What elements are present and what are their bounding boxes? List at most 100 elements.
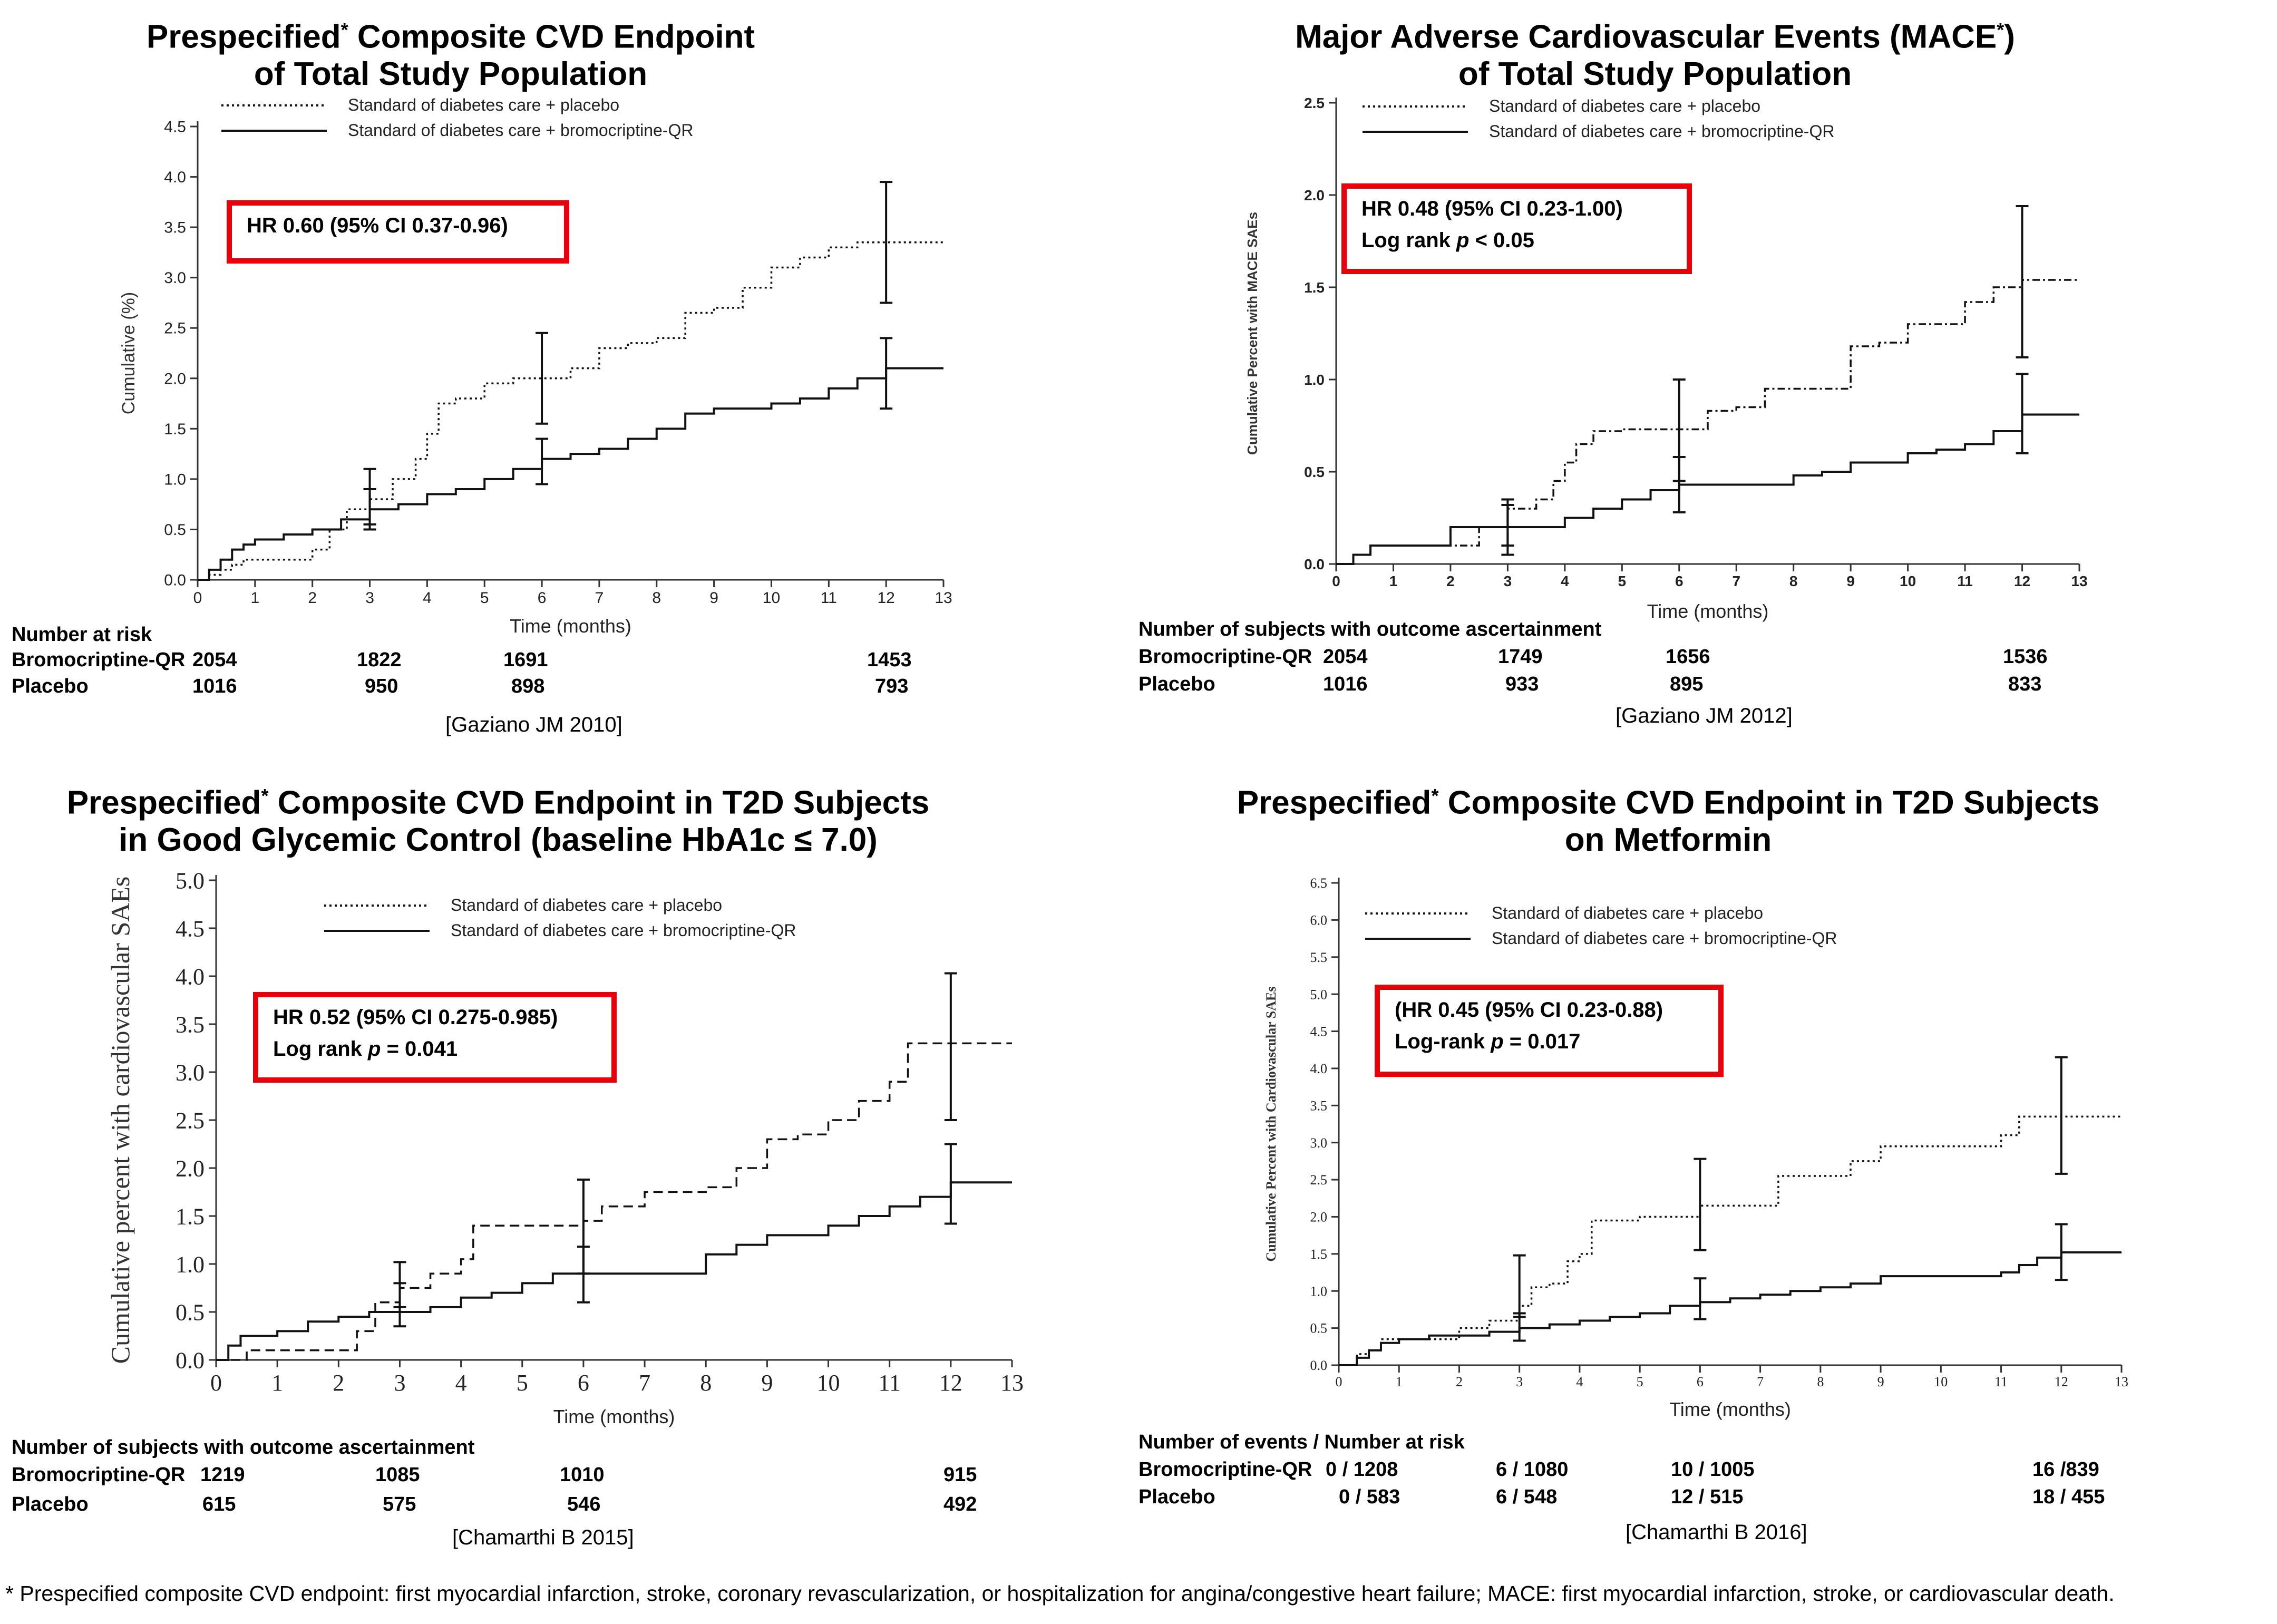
risk-value: 546 <box>567 1493 601 1515</box>
y-tick-label: 2.0 <box>1310 1210 1328 1225</box>
x-tick-label: 1 <box>271 1370 283 1396</box>
x-tick-label: 2 <box>308 589 317 607</box>
log-rank-text: Log rank p < 0.05 <box>1361 229 1534 252</box>
x-tick-label: 11 <box>879 1370 901 1396</box>
risk-label-bromo-3: Bromocriptine-QR <box>12 1464 186 1486</box>
x-tick-label: 3 <box>1504 573 1512 589</box>
x-tick-label: 8 <box>1817 1374 1824 1389</box>
y-tick-label: 3.0 <box>1310 1135 1328 1151</box>
x-axis-label: Time (months) <box>1647 600 1769 622</box>
y-tick-label: 1.0 <box>1310 1283 1328 1299</box>
x-tick-label: 5 <box>517 1370 528 1396</box>
y-tick-label: 0.0 <box>1310 1358 1328 1373</box>
x-tick-label: 5 <box>1618 573 1627 589</box>
hazard-ratio-text: HR 0.48 (95% CI 0.23-1.00) <box>1361 197 1623 220</box>
risk-label-placebo-1: Placebo <box>12 675 89 697</box>
hazard-ratio-box-1: HR 0.60 (95% CI 0.37-0.96) <box>227 200 569 264</box>
risk-header-4: Number of events / Number at risk <box>1138 1431 1465 1453</box>
risk-value: 933 <box>1505 673 1539 695</box>
y-tick-label: 3.0 <box>164 269 186 287</box>
legend-placebo-label: Standard of diabetes care + placebo <box>1492 903 1763 922</box>
risk-header-3: Number of subjects with outcome ascertai… <box>12 1436 475 1458</box>
x-tick-label: 6 <box>538 589 547 607</box>
y-tick-label: 0.0 <box>176 1347 205 1373</box>
x-tick-label: 10 <box>1900 573 1916 589</box>
x-axis-label: Time (months) <box>553 1406 675 1427</box>
legend-placebo-label: Standard of diabetes care + placebo <box>348 95 619 114</box>
risk-value: 18 / 455 <box>2032 1486 2105 1508</box>
risk-value: 833 <box>2008 673 2042 695</box>
reference-2: [Gaziano JM 2012] <box>1616 704 1793 727</box>
risk-value: 895 <box>1670 673 1704 695</box>
risk-header-2: Number of subjects with outcome ascertai… <box>1138 618 1602 640</box>
y-axis-label: Cumulative (%) <box>119 292 139 414</box>
y-tick-label: 6.0 <box>1310 912 1328 928</box>
y-tick-label: 0.5 <box>176 1299 205 1325</box>
footnote: * Prespecified composite CVD endpoint: f… <box>5 1581 2115 1606</box>
x-tick-label: 0 <box>193 589 202 607</box>
risk-value: 1749 <box>1498 646 1543 668</box>
x-axis-label: Time (months) <box>510 615 631 637</box>
y-tick-label: 6.5 <box>1310 876 1328 891</box>
x-tick-label: 6 <box>1697 1374 1704 1389</box>
log-rank-text: Log rank p = 0.041 <box>273 1037 458 1061</box>
x-tick-label: 2 <box>1456 1374 1463 1389</box>
y-axis-label: Cumulative percent with cardiovascular S… <box>105 877 135 1364</box>
y-tick-label: 0.0 <box>164 572 186 589</box>
y-tick-label: 1.5 <box>1304 279 1325 296</box>
panel-4-title: Prespecified* Composite CVD Endpoint in … <box>1237 784 2100 858</box>
legend-bromocriptine-label: Standard of diabetes care + bromocriptin… <box>1492 929 1837 948</box>
risk-value: 0 / 583 <box>1339 1486 1400 1508</box>
x-tick-label: 11 <box>1994 1374 2008 1389</box>
x-tick-label: 11 <box>1957 573 1973 589</box>
x-tick-label: 13 <box>1000 1370 1024 1396</box>
y-tick-label: 2.5 <box>176 1107 205 1133</box>
x-tick-label: 12 <box>939 1370 962 1396</box>
x-tick-label: 5 <box>480 589 489 607</box>
risk-value: 1536 <box>2003 646 2048 668</box>
y-tick-label: 0.5 <box>1304 464 1325 480</box>
bromocriptine-series-line <box>1336 413 2079 565</box>
y-tick-label: 5.5 <box>1310 950 1328 965</box>
risk-value: 16 /839 <box>2032 1458 2099 1481</box>
risk-value: 12 / 515 <box>1671 1486 1744 1508</box>
risk-value: 575 <box>383 1493 416 1515</box>
x-tick-label: 3 <box>365 589 374 607</box>
x-tick-label: 11 <box>821 589 837 607</box>
placebo-series-line <box>1339 1115 2122 1366</box>
y-tick-label: 5.0 <box>1310 987 1328 1002</box>
legend-bromocriptine-label: Standard of diabetes care + bromocriptin… <box>451 921 796 940</box>
y-tick-label: 1.5 <box>1310 1247 1328 1262</box>
y-tick-label: 4.0 <box>1310 1061 1328 1076</box>
y-tick-label: 4.5 <box>176 916 205 941</box>
risk-value: 492 <box>943 1493 977 1515</box>
y-tick-label: 5.0 <box>176 868 205 893</box>
x-tick-label: 12 <box>2055 1374 2068 1389</box>
x-tick-label: 9 <box>761 1370 773 1396</box>
risk-value: 950 <box>365 675 398 697</box>
x-tick-label: 12 <box>877 589 894 607</box>
x-tick-label: 8 <box>1789 573 1798 589</box>
x-tick-label: 1 <box>251 589 260 607</box>
placebo-series-line <box>198 241 943 581</box>
risk-value: 6 / 1080 <box>1496 1458 1569 1481</box>
x-tick-label: 2 <box>333 1370 344 1396</box>
x-axis-label: Time (months) <box>1669 1398 1791 1420</box>
risk-value: 2054 <box>192 649 237 671</box>
x-tick-label: 4 <box>455 1370 467 1396</box>
risk-value: 793 <box>875 675 909 697</box>
y-tick-label: 2.5 <box>164 320 186 337</box>
hazard-ratio-text: HR 0.60 (95% CI 0.37-0.96) <box>247 214 508 237</box>
chart-1-group: 0 1 2 3 4 5 6 7 8 9 10 11 12 130.00.51.01.52.02.53.03… <box>119 95 952 637</box>
hazard-ratio-text: (HR 0.45 (95% CI 0.23-0.88) <box>1395 998 1663 1022</box>
y-tick-label: 4.0 <box>176 964 205 989</box>
y-tick-label: 1.5 <box>164 421 186 438</box>
bromocriptine-series-line <box>198 367 943 581</box>
y-tick-label: 3.0 <box>176 1059 205 1085</box>
y-tick-label: 3.5 <box>164 219 186 237</box>
y-tick-label: 2.0 <box>176 1155 205 1181</box>
legend-placebo-label: Standard of diabetes care + placebo <box>451 896 722 915</box>
chart-4-group: 0 1 2 3 4 5 6 7 8 9 10 11 12 130.00.51.01.52.02.53.03… <box>1263 876 2128 1420</box>
panel-2-title: Major Adverse Cardiovascular Events (MAC… <box>1295 18 2015 92</box>
risk-value: 1219 <box>200 1464 245 1486</box>
